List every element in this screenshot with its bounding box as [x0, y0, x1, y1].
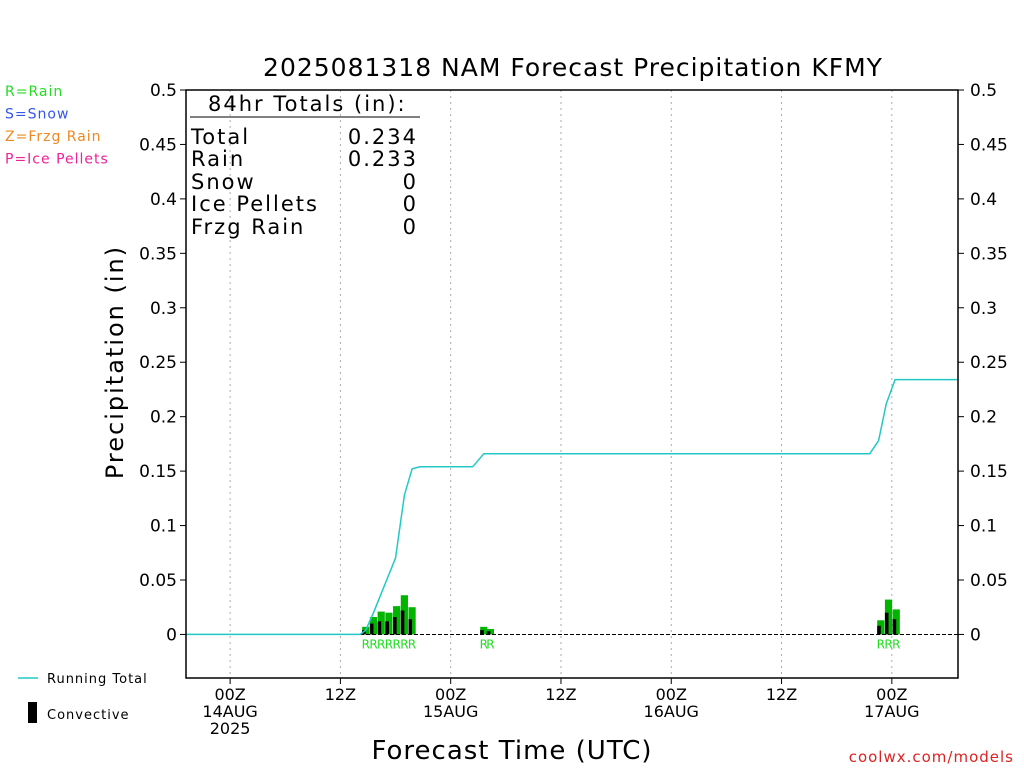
x-tick-label: 14AUG — [202, 702, 257, 721]
totals-value-total: 0.234 — [348, 125, 418, 149]
y-tick-label-right: 0.35 — [970, 244, 1008, 264]
convective-bar — [480, 630, 484, 635]
y-axis-right: 0 0.05 0.1 0.15 0.2 0.25 0.3 0.35 0.4 0.45 0.5 — [958, 81, 1008, 645]
convective-bar — [884, 612, 889, 635]
y-tick-label-right: 0.4 — [970, 190, 997, 210]
y-axis-label: Precipitation (in) — [101, 245, 129, 479]
legend-type-label: P=Ice Pellets — [5, 152, 109, 168]
chart-title: 2025081318 NAM Forecast Precipitation KF… — [263, 53, 883, 82]
y-tick-label-left: 0.35 — [139, 244, 177, 264]
totals-label-snow: Snow — [191, 170, 256, 194]
convective-legend-swatch — [28, 702, 37, 723]
y-tick-label-left: 0.1 — [150, 517, 177, 537]
y-tick-label-left: 0.3 — [150, 299, 177, 319]
convective-bar — [877, 625, 881, 635]
totals-box: 84hr Totals (in): Total 0.234 Rain 0.233… — [190, 92, 420, 239]
y-tick-label-right: 0 — [970, 625, 981, 645]
x-axis-label: Forecast Time (UTC) — [371, 736, 652, 766]
y-tick-label-left: 0.4 — [150, 190, 177, 210]
totals-value-rain: 0.233 — [348, 147, 418, 171]
totals-label-total: Total — [190, 125, 250, 149]
x-tick-label: 00Z — [656, 685, 687, 704]
y-tick-label-right: 0.3 — [970, 299, 997, 319]
bar-type-labels: R R R R R R R RR R R R — [362, 637, 901, 651]
y-tick-label-left: 0.45 — [139, 135, 177, 155]
convective-bar — [400, 610, 405, 635]
bar-type-label: R — [369, 637, 377, 651]
x-tick-label: 00Z — [876, 685, 907, 704]
convective-bar — [486, 631, 491, 635]
legend-type-label: R=Rain — [5, 84, 63, 100]
x-tick-label: 12Z — [325, 685, 356, 704]
precip-bar — [884, 599, 893, 635]
bar-type-label: R — [400, 637, 408, 651]
y-tick-label-right: 0.25 — [970, 353, 1008, 373]
convective-legend-label: Convective — [47, 708, 130, 723]
running-total-legend-label: Running Total — [47, 672, 148, 687]
bar-type-label: R — [408, 637, 416, 651]
bars-layer — [362, 595, 900, 635]
bottom-legend: Running Total Convective — [18, 672, 148, 723]
convective-bar — [369, 623, 374, 635]
bar-type-label: R — [884, 637, 892, 651]
x-tick-label: 16AUG — [644, 702, 699, 721]
precip-type-legend: R=Rain S=Snow Z=Frzg Rain P=Ice Pellets — [5, 84, 109, 168]
y-tick-label-left: 0.15 — [139, 462, 177, 482]
totals-label-ice-pellets: Ice Pellets — [191, 192, 319, 216]
y-tick-label-right: 0.45 — [970, 135, 1008, 155]
legend-type-label: Z=Frzg Rain — [5, 129, 102, 145]
y-tick-label-right: 0.5 — [970, 81, 997, 101]
y-axis-left: 0 0.05 0.1 0.15 0.2 0.25 0.3 0.35 0.4 0.45 0.5 — [139, 81, 186, 645]
convective-bar — [892, 619, 897, 635]
credit-label: coolwx.com/models — [849, 748, 1014, 766]
bar-type-label: R — [377, 637, 385, 651]
convective-bar — [377, 621, 382, 635]
totals-value-frzg-rain: 0 — [403, 215, 418, 239]
bar-type-label: R — [480, 637, 488, 651]
totals-label-frzg-rain: Frzg Rain — [191, 215, 305, 239]
bar-type-label: R — [362, 637, 370, 651]
plot-frame — [185, 89, 959, 679]
y-tick-label-right: 0.1 — [970, 517, 997, 537]
y-tick-label-left: 0.25 — [139, 353, 177, 373]
y-tick-label-left: 0.2 — [150, 408, 177, 428]
precip-bar — [877, 620, 885, 635]
bar-type-label: R — [385, 637, 393, 651]
totals-value-ice-pellets: 0 — [403, 192, 418, 216]
x-tick-label: 12Z — [766, 685, 797, 704]
x-tick-label: 00Z — [435, 685, 466, 704]
legend-type-label: S=Snow — [5, 107, 69, 123]
totals-value-snow: 0 — [403, 170, 418, 194]
x-tick-label: 17AUG — [864, 702, 919, 721]
x-tick-label: 15AUG — [423, 702, 478, 721]
y-tick-label-right: 0.15 — [970, 462, 1008, 482]
running-total-line — [186, 378, 958, 636]
y-tick-label-right: 0.05 — [970, 571, 1008, 591]
x-tick-label: 00Z — [214, 685, 245, 704]
y-tick-label-right: 0.2 — [970, 408, 997, 428]
convective-bar — [408, 619, 413, 635]
bar-type-label: R — [877, 637, 885, 651]
totals-header: 84hr Totals (in): — [208, 92, 407, 116]
bar-type-label: R — [392, 637, 400, 651]
bar-type-label: R — [892, 637, 900, 651]
y-tick-label-left: 0 — [166, 625, 177, 645]
totals-label-rain: Rain — [191, 147, 245, 171]
bar-type-label: R — [486, 637, 494, 651]
x-tick-label: 2025 — [210, 719, 251, 738]
convective-bar — [385, 621, 389, 635]
convective-bar — [393, 617, 397, 635]
x-tick-label: 12Z — [545, 685, 576, 704]
y-tick-label-left: 0.5 — [150, 81, 177, 101]
gridlines — [229, 90, 893, 678]
y-tick-label-left: 0.05 — [139, 571, 177, 591]
